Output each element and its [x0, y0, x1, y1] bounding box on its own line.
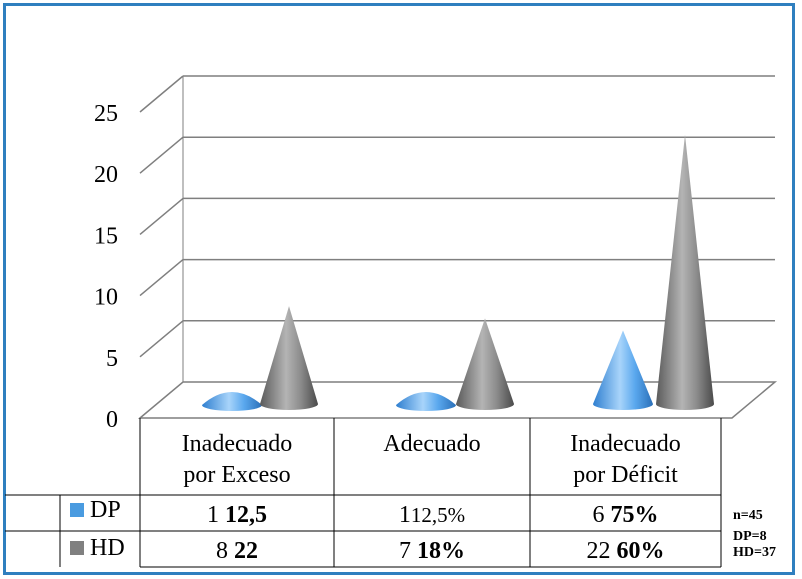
chart-frame [3, 3, 795, 575]
cone-hd-3 [656, 134, 714, 410]
cell-dp-2: 112,5% [399, 502, 465, 528]
cell-hd-3: 22 60% [587, 538, 665, 564]
cell-hd-2: 7 18% [399, 538, 465, 564]
gridline-side [139, 197, 184, 235]
category-label: Inadecuado [182, 431, 293, 457]
y-tick-label: 5 [106, 346, 118, 372]
category-label: Adecuado [383, 431, 480, 457]
cell-dp-1: 1 12,5 [207, 502, 267, 528]
cell-dp-3: 6 75% [593, 502, 659, 528]
category-label: por Exceso [183, 462, 290, 488]
cone-hd-2 [456, 318, 514, 410]
legend-key-hd [70, 541, 84, 555]
gridline-side [139, 75, 184, 113]
y-tick-label: 10 [94, 285, 118, 311]
note-dp: DP=8 [733, 529, 767, 544]
cone-dp-2 [396, 392, 456, 411]
y-tick-label: 0 [106, 407, 118, 433]
gridline-side [139, 259, 184, 297]
y-tick-label: 20 [94, 162, 118, 188]
cone-hd-1 [260, 306, 318, 410]
legend-label-dp: DP [90, 497, 121, 523]
y-tick-label: 25 [94, 101, 118, 127]
gridline-side [139, 320, 184, 358]
cone-dp-1 [202, 392, 262, 411]
note-n: n=45 [733, 508, 763, 523]
category-label: Inadecuado [570, 431, 681, 457]
note-hd: HD=37 [733, 545, 776, 560]
legend-label-hd: HD [90, 535, 125, 561]
cone-dp-3 [593, 330, 653, 410]
category-label: por Déficit [573, 462, 678, 488]
gridline-side [139, 136, 184, 174]
y-tick-label: 15 [94, 223, 118, 249]
cell-hd-1: 8 22 [216, 538, 258, 564]
legend-key-dp [70, 503, 84, 517]
